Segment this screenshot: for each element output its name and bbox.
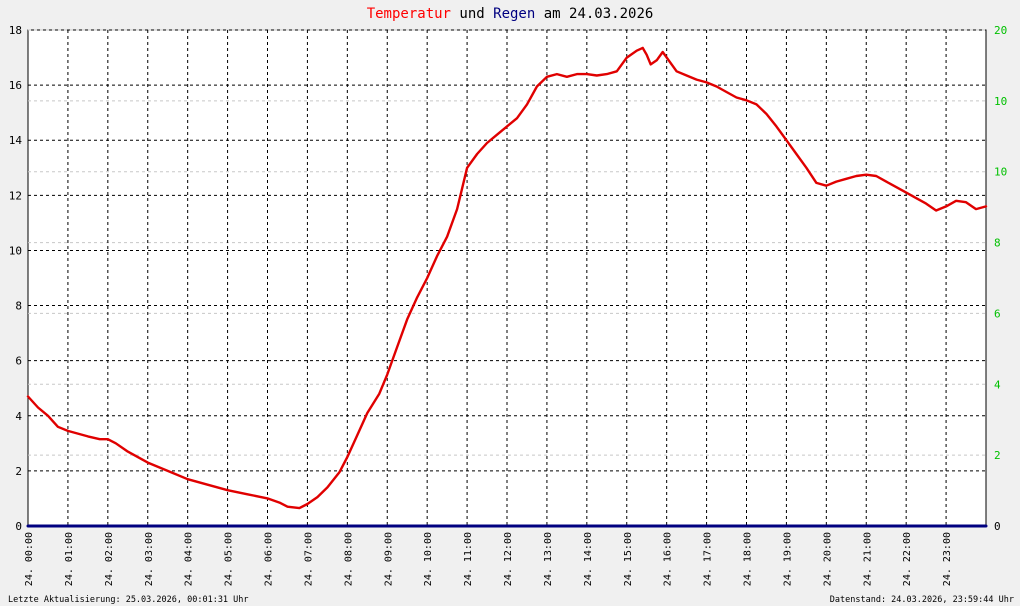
- x-tick-label: 24. 09:00: [383, 532, 394, 586]
- right-tick-label: 8: [994, 237, 1001, 250]
- x-tick-label: 24. 17:00: [703, 532, 714, 586]
- x-tick-label: 24. 10:00: [423, 532, 434, 586]
- x-tick-label: 24. 21:00: [862, 532, 873, 586]
- grid-lines: [28, 29, 986, 526]
- x-tick-label: 24. 14:00: [583, 532, 594, 586]
- x-tick-label: 24. 06:00: [264, 532, 275, 586]
- left-tick-label: 2: [15, 465, 22, 478]
- x-tick-label: 24. 22:00: [902, 532, 913, 586]
- title-segment: am 24.03.2026: [535, 6, 653, 22]
- right-tick-label: 0: [994, 520, 1001, 533]
- x-tick-label: 24. 20:00: [822, 532, 833, 586]
- chart-title: Temperatur und Regen am 24.03.2026: [367, 6, 654, 22]
- right-tick-label: 20: [994, 24, 1007, 37]
- x-tick-label: 24. 16:00: [663, 532, 674, 586]
- x-tick-label: 24. 13:00: [543, 532, 554, 586]
- left-tick-label: 10: [9, 244, 22, 257]
- right-tick-label: 4: [994, 378, 1001, 391]
- x-tick-label: 24. 23:00: [942, 532, 953, 586]
- left-tick-label: 4: [15, 410, 22, 423]
- x-tick-label: 24. 05:00: [224, 532, 235, 586]
- right-tick-label: 10: [994, 166, 1007, 179]
- left-tick-label: 18: [9, 24, 22, 37]
- title-segment: und: [451, 6, 493, 22]
- series-temperatur-line: [26, 46, 988, 510]
- left-tick-label: 0: [15, 520, 22, 533]
- left-tick-label: 14: [9, 134, 23, 147]
- title-segment: Regen: [493, 6, 535, 22]
- title-segment: Temperatur: [367, 6, 451, 22]
- axis-labels: 0 2 4 6 8 10 12 14 16 18 0 2 4 6 8 10 10 20 24. 00:00 24. 0…: [9, 24, 1008, 586]
- right-tick-label: 6: [994, 307, 1001, 320]
- left-tick-label: 8: [15, 300, 22, 313]
- x-tick-label: 24. 15:00: [623, 532, 634, 586]
- left-tick-label: 12: [9, 189, 22, 202]
- footer-data-status: Datenstand: 24.03.2026, 23:59:44 Uhr: [830, 595, 1014, 605]
- x-tick-label: 24. 02:00: [104, 532, 115, 586]
- data-series: [26, 46, 988, 528]
- x-tick-label: 24. 03:00: [144, 532, 155, 586]
- right-tick-label: 2: [994, 449, 1001, 462]
- footer-last-update: Letzte Aktualisierung: 25.03.2026, 00:01…: [8, 595, 249, 605]
- right-tick-label: 10: [994, 95, 1007, 108]
- x-tick-label: 24. 01:00: [64, 532, 75, 586]
- x-tick-label: 24. 19:00: [782, 532, 793, 586]
- x-tick-label: 24. 12:00: [503, 532, 514, 586]
- x-tick-label: 24. 07:00: [303, 532, 314, 586]
- x-tick-label: 24. 04:00: [184, 532, 195, 586]
- x-tick-label: 24. 00:00: [24, 532, 35, 586]
- x-tick-label: 24. 18:00: [743, 532, 754, 586]
- left-tick-label: 6: [15, 355, 22, 368]
- x-tick-label: 24. 08:00: [343, 532, 354, 586]
- left-tick-label: 16: [9, 79, 22, 92]
- x-tick-label: 24. 11:00: [463, 532, 474, 586]
